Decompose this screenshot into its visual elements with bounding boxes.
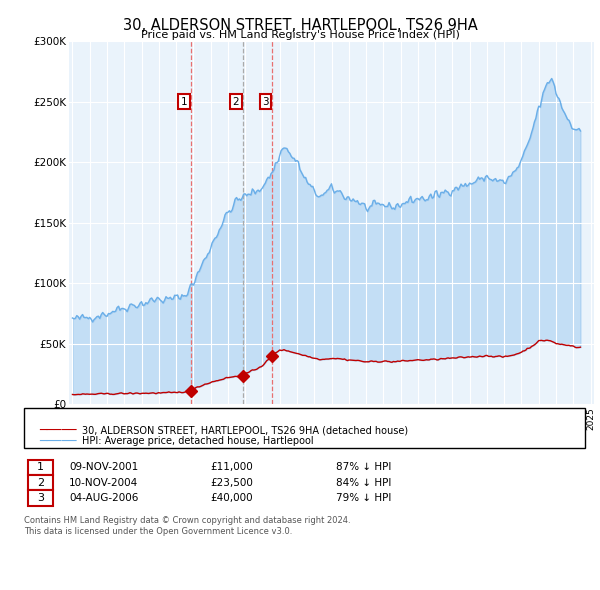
Text: 04-AUG-2006: 04-AUG-2006 [69,493,139,503]
Text: 84% ↓ HPI: 84% ↓ HPI [336,478,391,487]
Text: 3: 3 [37,493,44,503]
Text: Contains HM Land Registry data © Crown copyright and database right 2024.
This d: Contains HM Land Registry data © Crown c… [24,516,350,536]
Text: 09-NOV-2001: 09-NOV-2001 [69,463,138,472]
Text: £40,000: £40,000 [210,493,253,503]
Text: Price paid vs. HM Land Registry's House Price Index (HPI): Price paid vs. HM Land Registry's House … [140,30,460,40]
Text: 10-NOV-2004: 10-NOV-2004 [69,478,138,487]
Text: ─────: ───── [39,435,77,448]
Text: 3: 3 [262,97,269,107]
Text: £11,000: £11,000 [210,463,253,472]
Text: 2: 2 [233,97,239,107]
Text: 87% ↓ HPI: 87% ↓ HPI [336,463,391,472]
Text: £23,500: £23,500 [210,478,253,487]
Text: 1: 1 [37,463,44,472]
Text: 30, ALDERSON STREET, HARTLEPOOL, TS26 9HA: 30, ALDERSON STREET, HARTLEPOOL, TS26 9H… [122,18,478,32]
Text: 1: 1 [181,97,187,107]
Text: 30, ALDERSON STREET, HARTLEPOOL, TS26 9HA (detached house): 30, ALDERSON STREET, HARTLEPOOL, TS26 9H… [82,426,409,435]
Text: ─────: ───── [39,424,77,437]
Text: 2: 2 [37,478,44,487]
Text: HPI: Average price, detached house, Hartlepool: HPI: Average price, detached house, Hart… [82,437,314,446]
Text: 79% ↓ HPI: 79% ↓ HPI [336,493,391,503]
